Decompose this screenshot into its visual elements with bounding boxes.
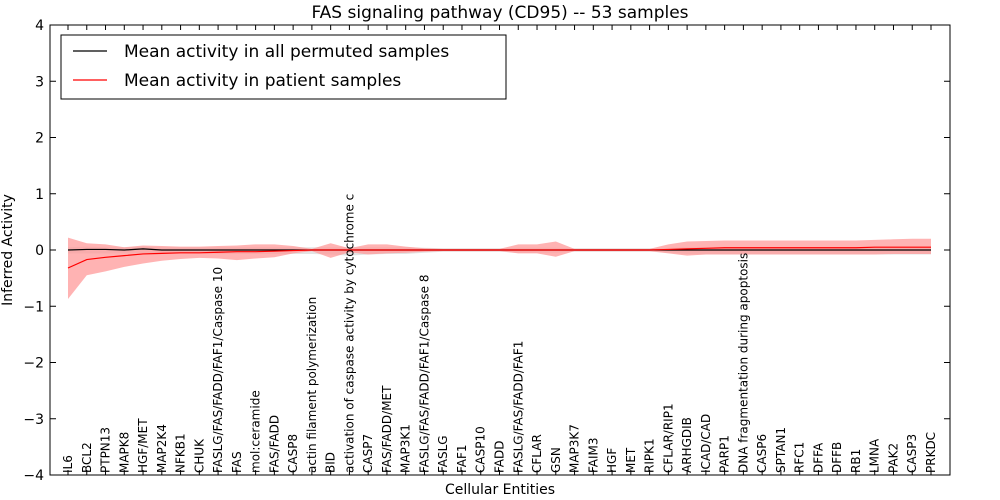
y-tick-label: −3 [23, 412, 44, 428]
x-tick-label: FAS/FADD [267, 415, 281, 473]
x-tick-label: actin filament polymerization [305, 297, 319, 473]
x-tick-label: DFFA [811, 442, 825, 473]
legend-label-patient: Mean activity in patient samples [124, 71, 401, 91]
x-tick-label: FASLG/FAS/FADD/FAF1/Caspase 8 [417, 275, 431, 474]
x-tick-label: MET [624, 447, 638, 473]
x-tick-label: DFFB [830, 442, 844, 473]
x-tick-label: NFKB1 [174, 433, 188, 473]
x-tick-label: mol:ceramide [249, 390, 263, 473]
x-tick-label: FASLG [436, 435, 450, 473]
x-tick-label: HGF [605, 448, 619, 473]
x-tick-label: ARHGDIB [680, 417, 694, 473]
x-tick-label: RIPK1 [643, 438, 657, 473]
x-tick-label: RB1 [849, 449, 863, 473]
confidence-bands [68, 237, 931, 299]
line-series-1 [67, 246, 931, 269]
y-tick-label: 2 [35, 131, 44, 147]
y-axis-label: Inferred Activity [0, 194, 16, 306]
y-axis: 4 3 2 1 0 −1 −2 −3 −4 [23, 18, 950, 484]
y-tick-label: 0 [35, 243, 44, 259]
x-tick-label: HGF/MET [136, 418, 150, 473]
x-tick-label: PRKDC [924, 432, 938, 473]
x-tick-label: CFLAR/RIP1 [661, 403, 675, 473]
legend-box [60, 34, 507, 100]
x-tick-label: IL6 [61, 455, 75, 473]
y-tick-label: −2 [23, 356, 44, 372]
x-tick-label: GSN [549, 447, 563, 473]
legend-label-permuted: Mean activity in all permuted samples [124, 42, 449, 62]
x-tick-label: CHUK [192, 438, 206, 473]
x-tick-label: SPTAN1 [774, 427, 788, 473]
x-tick-label: MAP2K4 [155, 424, 169, 473]
x-tick-label: CASP10 [474, 426, 488, 473]
x-axis-label: Cellular Entities [445, 482, 555, 498]
x-tick-label: DNA fragmentation during apoptosis [736, 253, 750, 473]
x-tick-label: BID [324, 452, 338, 473]
x-tick-label: BCL2 [80, 442, 94, 473]
legend: Mean activity in all permuted samples Me… [60, 34, 507, 100]
x-tick-label: FAF1 [455, 444, 469, 473]
x-tick-label: MAPK8 [117, 432, 131, 473]
x-tick-label: FASLG/FAS/FADD/FAF1 [511, 341, 525, 473]
x-tick-label: FAS [230, 451, 244, 473]
x-axis: IL6 BCL2 PTPN13 MAPK8 HGF/MET MAP2K4 NFKB1 CHUK… [61, 25, 938, 475]
x-tick-label: FADD [493, 441, 507, 474]
x-tick-label: PTPN13 [99, 427, 113, 473]
x-tick-label: PAK2 [886, 443, 900, 473]
x-tick-label: MAP3K7 [568, 424, 582, 473]
x-tick-label: CFLAR [530, 434, 544, 473]
series-lines [67, 246, 931, 269]
x-tick-label: CASP7 [361, 434, 375, 473]
x-tick-label: FAIM3 [586, 437, 600, 473]
x-tick-label: LMNA [868, 438, 882, 473]
x-tick-label: CASP3 [905, 434, 919, 473]
y-tick-label: −4 [23, 468, 44, 484]
chart-title: FAS signaling pathway (CD95) -- 53 sampl… [311, 3, 688, 23]
x-tick-label: ICAD/CAD [699, 414, 713, 473]
band-series-1 [68, 237, 931, 299]
y-tick-label: 3 [35, 74, 44, 90]
y-tick-label: −1 [23, 299, 44, 315]
y-tick-label: 1 [35, 187, 44, 203]
x-tick-label: CASP6 [755, 434, 769, 473]
y-tick-label: 4 [35, 18, 44, 34]
x-tick-label: RFC1 [793, 442, 807, 473]
x-tick-label: MAP3K1 [399, 424, 413, 473]
x-tick-label: FASLG/FAS/FADD/FAF1/Caspase 10 [211, 267, 225, 473]
x-tick-label: FAS/FADD/MET [380, 385, 394, 473]
x-tick-label: activation of caspase activity by cytoch… [342, 194, 356, 473]
x-tick-label: PARP1 [718, 435, 732, 473]
x-tick-label: CASP8 [286, 434, 300, 473]
